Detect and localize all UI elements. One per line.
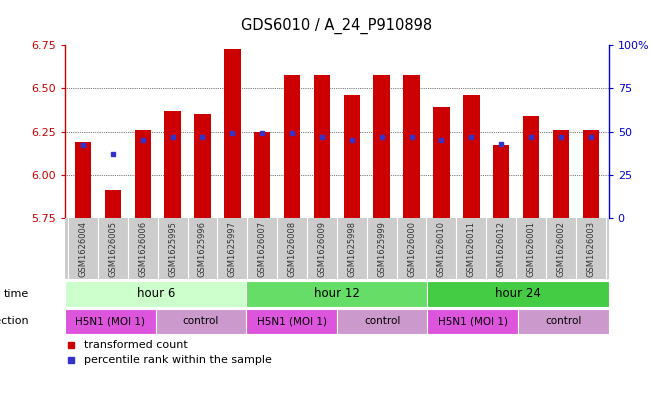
Bar — [344, 95, 360, 218]
Text: control: control — [364, 316, 400, 326]
Text: GSM1626010: GSM1626010 — [437, 221, 446, 277]
Text: hour 24: hour 24 — [495, 287, 541, 300]
Text: H5N1 (MOI 1): H5N1 (MOI 1) — [256, 316, 327, 326]
Bar — [254, 132, 270, 218]
Bar — [583, 130, 599, 218]
Text: GSM1626001: GSM1626001 — [527, 221, 536, 277]
Bar — [493, 145, 509, 218]
Bar — [75, 142, 91, 218]
Text: control: control — [545, 316, 581, 326]
Bar — [194, 114, 211, 218]
Text: infection: infection — [0, 316, 29, 326]
Bar — [65, 309, 156, 334]
Text: hour 6: hour 6 — [137, 287, 175, 300]
Text: GSM1626004: GSM1626004 — [79, 221, 87, 277]
Bar — [246, 309, 337, 334]
Text: GSM1626011: GSM1626011 — [467, 221, 476, 277]
Bar — [433, 107, 450, 218]
Bar — [314, 75, 330, 218]
Text: transformed count: transformed count — [84, 340, 188, 350]
Text: percentile rank within the sample: percentile rank within the sample — [84, 355, 272, 365]
Bar — [65, 281, 246, 307]
Text: GSM1626008: GSM1626008 — [288, 221, 297, 277]
Text: GSM1626000: GSM1626000 — [407, 221, 416, 277]
Bar — [156, 309, 246, 334]
Text: hour 12: hour 12 — [314, 287, 360, 300]
Text: GSM1626007: GSM1626007 — [258, 221, 267, 277]
Text: GSM1626002: GSM1626002 — [557, 221, 566, 277]
Text: time: time — [4, 289, 29, 299]
Text: H5N1 (MOI 1): H5N1 (MOI 1) — [437, 316, 508, 326]
Bar — [523, 116, 539, 218]
Bar — [463, 95, 480, 218]
Bar — [428, 309, 518, 334]
Bar — [105, 191, 121, 218]
Bar — [246, 281, 428, 307]
Text: GSM1625998: GSM1625998 — [348, 221, 356, 277]
Bar — [553, 130, 569, 218]
Text: GSM1625996: GSM1625996 — [198, 221, 207, 277]
Text: GSM1626009: GSM1626009 — [318, 221, 326, 277]
Text: control: control — [183, 316, 219, 326]
Bar — [428, 281, 609, 307]
Text: GSM1625999: GSM1625999 — [377, 221, 386, 277]
Text: H5N1 (MOI 1): H5N1 (MOI 1) — [76, 316, 145, 326]
Text: GSM1626012: GSM1626012 — [497, 221, 506, 277]
Bar — [374, 75, 390, 218]
Bar — [165, 111, 181, 218]
Bar — [404, 75, 420, 218]
Bar — [135, 130, 151, 218]
Text: GSM1626005: GSM1626005 — [108, 221, 117, 277]
Text: GSM1626003: GSM1626003 — [587, 221, 595, 277]
Bar — [337, 309, 428, 334]
Bar — [284, 75, 300, 218]
Bar — [518, 309, 609, 334]
Text: GSM1625995: GSM1625995 — [168, 221, 177, 277]
Text: GDS6010 / A_24_P910898: GDS6010 / A_24_P910898 — [242, 18, 432, 34]
Text: GSM1626006: GSM1626006 — [138, 221, 147, 277]
Bar — [224, 49, 241, 218]
Text: GSM1625997: GSM1625997 — [228, 221, 237, 277]
